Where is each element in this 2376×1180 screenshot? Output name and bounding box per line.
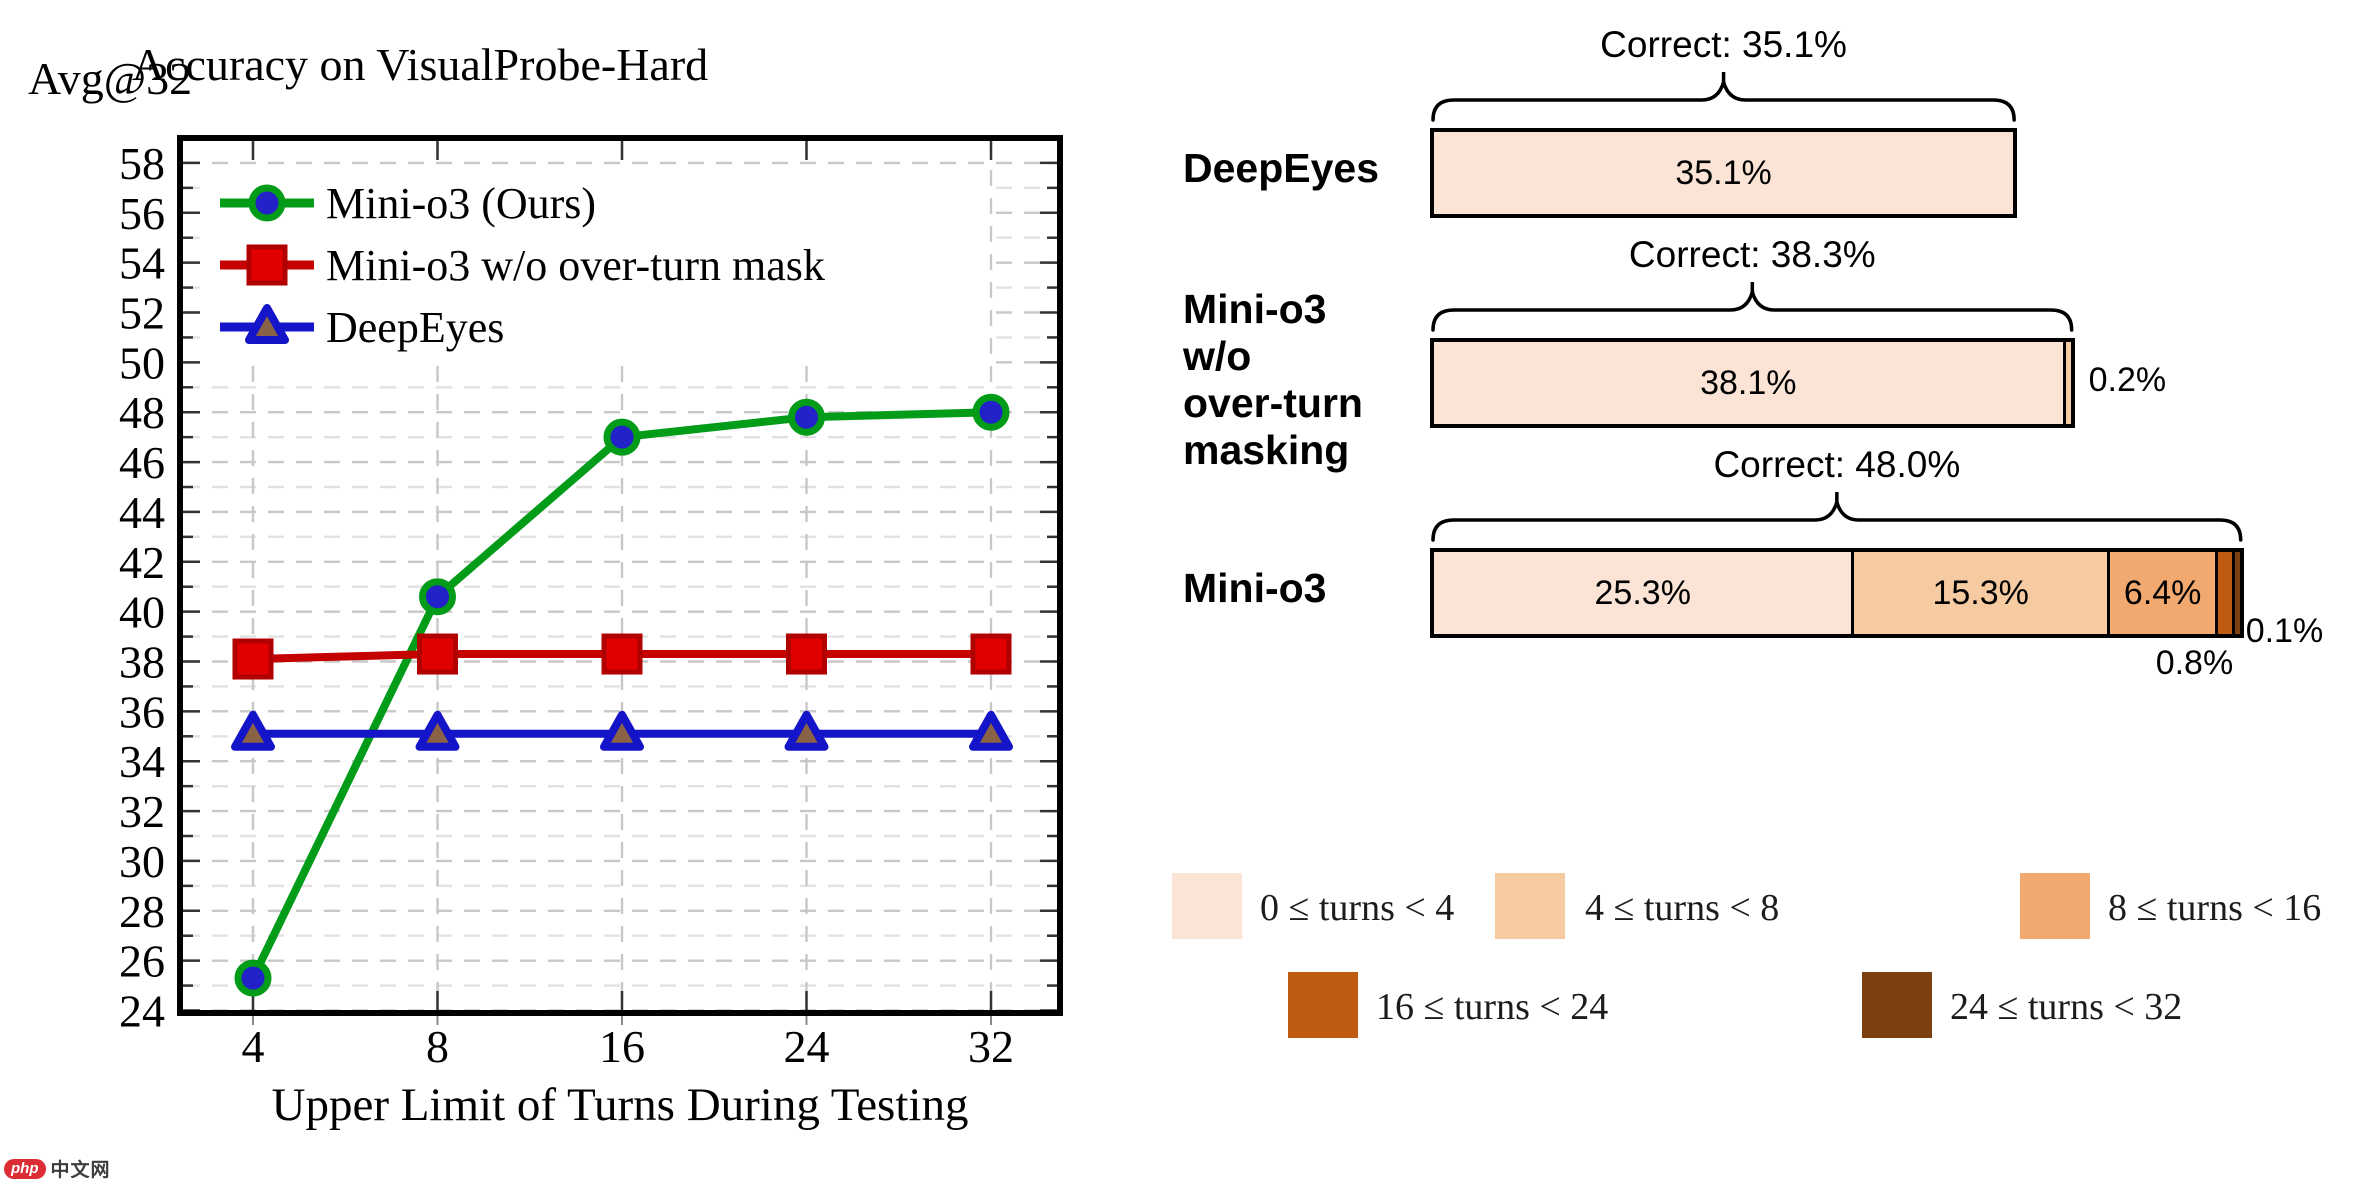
legend-category-label: 8 ≤ turns < 16 (2108, 887, 2322, 929)
turn-distribution-panel: 35.1% Correct: 35.1% DeepEyes 38.1% Correct:… (1150, 0, 2376, 1180)
y-tick-label: 32 (119, 786, 165, 837)
y-tick-label: 24 (119, 986, 165, 1037)
data-point (415, 710, 460, 751)
segment-label: 15.3% (1932, 573, 2029, 612)
data-point (246, 244, 288, 286)
y-tick-label: 30 (119, 836, 165, 887)
x-tick-label: 4 (242, 1021, 265, 1072)
y-tick-label: 58 (119, 138, 165, 189)
legend-swatch (1862, 972, 1932, 1038)
data-point (603, 418, 641, 456)
data-point (231, 710, 275, 751)
watermark: php 中文网 (4, 1155, 111, 1180)
data-point (248, 184, 286, 222)
legend-category-label: 16 ≤ turns < 24 (1376, 986, 1609, 1028)
data-point (245, 304, 289, 344)
stacked-bar: 38.1% (1430, 338, 2075, 428)
php-logo-icon: php (4, 1158, 46, 1179)
stacked-bar: 25.3% 15.3% 6.4% (1430, 548, 2244, 638)
segment-outside-label: 0.1% (2245, 612, 2324, 650)
legend-background (212, 168, 984, 366)
segment-label: 35.1% (1675, 153, 1772, 192)
segment-label: 6.4% (2123, 573, 2202, 612)
legend-category-label: 0 ≤ turns < 4 (1260, 887, 1455, 929)
bar-segment: 25.3% (1434, 552, 1852, 634)
data-point (417, 633, 458, 675)
bar-row-label: DeepEyes (1183, 145, 1380, 191)
segment-label: 38.1% (1700, 363, 1797, 402)
data-point (786, 633, 827, 675)
brace-path (1431, 492, 2243, 542)
legend-series-label: DeepEyes (326, 303, 504, 352)
data-point (234, 959, 272, 997)
x-tick-label: 24 (784, 1021, 830, 1072)
legend-swatch (1495, 873, 1565, 939)
x-tick-label: 8 (426, 1021, 449, 1072)
brace-path (1431, 282, 2074, 332)
x-tick-label: 32 (968, 1021, 1014, 1072)
legend-series-label: Mini-o3 w/o over-turn mask (326, 241, 825, 290)
bar-row-label: Mini-o3 (1183, 565, 1327, 611)
y-tick-label: 50 (119, 337, 165, 388)
brace-path (1431, 72, 2016, 122)
bar-segment (2231, 552, 2240, 634)
data-point (969, 710, 1013, 751)
data-point (970, 633, 1012, 675)
bar-segment: 6.4% (2106, 552, 2216, 634)
y-tick-label: 34 (119, 736, 165, 787)
legend-category-label: 4 ≤ turns < 8 (1585, 887, 1780, 929)
correct-total-label: Correct: 48.0% (1713, 444, 1961, 485)
correct-total-label: Correct: 38.3% (1628, 234, 1876, 275)
bar-segment: 15.3% (1851, 552, 2107, 634)
y-tick-label: 40 (119, 587, 165, 638)
watermark-text: 中文网 (50, 1160, 111, 1180)
y-tick-label: 44 (119, 487, 165, 538)
brace (1431, 282, 2074, 332)
brace (1431, 492, 2243, 542)
line-chart-panel: 24 26 28 30 32 34 36 38 40 42 44 46 48 50 52 54 56 58 4 8 16… (0, 0, 1150, 1180)
bar-segment (2062, 342, 2071, 424)
legend-series-label: Mini-o3 (Ours) (326, 179, 596, 228)
correct-total-label: Correct: 35.1% (1600, 24, 1847, 65)
y-tick-label: 26 (119, 936, 165, 987)
chart-title: Accuracy on VisualProbe-Hard (131, 39, 709, 90)
data-point (600, 710, 644, 751)
y-tick-label: 52 (119, 288, 165, 339)
brace (1431, 72, 2016, 122)
y-tick-label: 28 (119, 886, 165, 937)
segment-label: 25.3% (1594, 573, 1691, 612)
segment-outside-label: 0.2% (2088, 361, 2167, 399)
data-point (784, 710, 829, 751)
x-axis-title: Upper Limit of Turns During Testing (271, 1079, 969, 1131)
bar-segment: 38.1% (1434, 342, 2063, 424)
data-point (419, 578, 456, 616)
bar-row-label: Mini-o3 w/o over-turn masking (1183, 286, 1363, 473)
x-tick-label: 16 (599, 1021, 645, 1072)
y-axis-title: Avg@32 (28, 53, 193, 104)
stacked-bar: 35.1% (1430, 128, 2018, 218)
y-tick-label: 42 (119, 537, 165, 588)
y-tick-label: 36 (119, 686, 165, 737)
y-tick-label: 56 (119, 188, 165, 239)
plot-border (177, 135, 1063, 1016)
legend-swatch (1172, 873, 1242, 939)
data-point (972, 393, 1010, 431)
y-tick-label: 48 (119, 387, 165, 438)
y-tick-label: 38 (119, 637, 165, 688)
legend-swatch (1288, 972, 1358, 1038)
segment-outside-label: 0.8% (2155, 644, 2234, 682)
data-point (788, 398, 825, 436)
y-tick-label: 54 (119, 238, 165, 289)
legend-category-label: 24 ≤ turns < 32 (1950, 986, 2183, 1028)
data-point (232, 638, 274, 680)
y-tick-label: 46 (119, 437, 165, 488)
legend-swatch (2020, 873, 2090, 939)
bar-segment: 35.1% (1434, 132, 2014, 214)
bar-segment (2215, 552, 2232, 634)
data-point (601, 633, 643, 675)
series-line (249, 408, 992, 980)
